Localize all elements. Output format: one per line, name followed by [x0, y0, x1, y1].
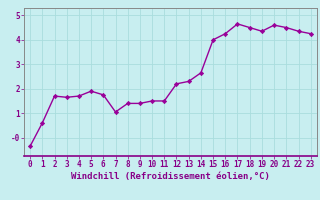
X-axis label: Windchill (Refroidissement éolien,°C): Windchill (Refroidissement éolien,°C) — [71, 172, 270, 181]
